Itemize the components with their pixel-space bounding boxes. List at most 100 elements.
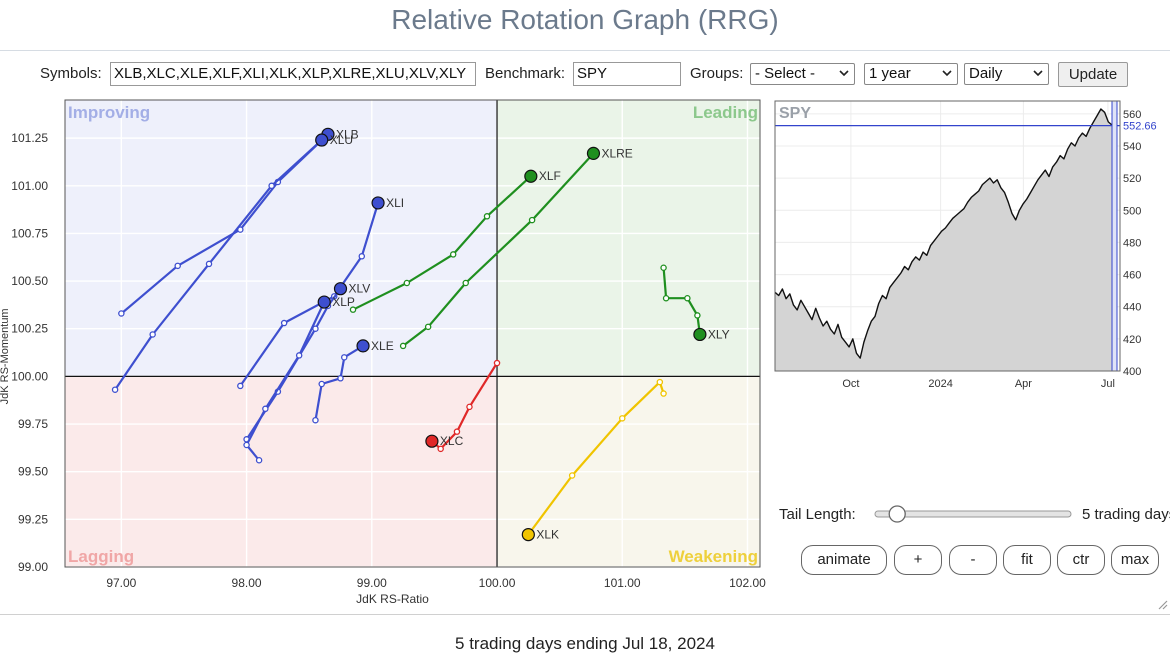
rrg-chart[interactable]: Improving Leading Lagging Weakening 97.00 98.… bbox=[0, 96, 770, 612]
head-xlk bbox=[521, 527, 535, 542]
resize-grip-icon[interactable] bbox=[1156, 598, 1168, 610]
head-xlf bbox=[524, 169, 538, 183]
y-axis-label: JdK RS-Momentum bbox=[0, 308, 11, 404]
series-label-xli: XLI bbox=[386, 196, 404, 210]
y-tick-label: 100.00 bbox=[11, 369, 48, 383]
animate-button[interactable]: animate bbox=[801, 545, 887, 575]
slider-thumb[interactable] bbox=[888, 505, 906, 523]
y-tick-label: 520 bbox=[1123, 173, 1141, 185]
tail-length-label: Tail Length: bbox=[779, 506, 856, 523]
tail-point-xlu bbox=[205, 260, 213, 268]
series-label-xly: XLY bbox=[708, 327, 730, 341]
benchmark-input[interactable]: SPY bbox=[573, 62, 681, 86]
y-tick-label: 99.75 bbox=[18, 417, 48, 431]
y-tick-label: 100.75 bbox=[11, 226, 48, 240]
tail-point-xlc bbox=[466, 403, 473, 411]
benchmark-label: Benchmark: bbox=[485, 65, 566, 82]
tail-point-xlu bbox=[111, 386, 119, 393]
tail-point-xlu bbox=[149, 331, 156, 338]
current-value-label: 552.66 bbox=[1123, 121, 1157, 133]
tail-point-xlc bbox=[453, 428, 461, 435]
x-tick-label: 102.00 bbox=[729, 576, 766, 590]
period-select[interactable]: 1 year bbox=[864, 63, 958, 85]
tail-point-xlu bbox=[268, 182, 275, 190]
y-tick-label: 100.25 bbox=[11, 322, 48, 336]
tail-point-xlk bbox=[660, 390, 667, 397]
tail-point-xle bbox=[312, 416, 319, 424]
tail-length-slider[interactable] bbox=[873, 505, 1073, 523]
update-button[interactable]: Update bbox=[1058, 62, 1128, 87]
symbols-input[interactable]: XLB,XLC,XLE,XLF,XLI,XLK,XLP,XLRE,XLU,XLV… bbox=[110, 62, 476, 86]
head-xlc bbox=[425, 434, 439, 448]
tail-point-xlf bbox=[349, 306, 357, 313]
quadrant-label-improving: Improving bbox=[68, 103, 150, 122]
tail-point-xlp bbox=[295, 352, 303, 359]
period-select-value: 1 year bbox=[869, 65, 911, 82]
benchmark-symbol-label: SPY bbox=[779, 105, 811, 122]
y-tick-label: 560 bbox=[1123, 109, 1141, 121]
plot-frame bbox=[774, 100, 1121, 372]
tail-point-xlf bbox=[483, 213, 491, 220]
y-tick-label: 440 bbox=[1123, 302, 1141, 314]
series-label-xlc: XLC bbox=[440, 434, 464, 448]
max-button[interactable]: max bbox=[1111, 545, 1159, 575]
chevron-down-icon bbox=[942, 70, 952, 77]
y-tick-label: 420 bbox=[1123, 334, 1141, 346]
tail-point-xlre bbox=[462, 279, 469, 287]
x-tick-label: 101.00 bbox=[604, 576, 641, 590]
y-tick-label: 540 bbox=[1123, 141, 1141, 153]
symbols-label: Symbols: bbox=[40, 65, 102, 82]
series-label-xlk: XLK bbox=[536, 528, 559, 542]
tail-point-xlre bbox=[528, 216, 536, 224]
frequency-select[interactable]: Daily bbox=[964, 63, 1049, 85]
head-xle bbox=[356, 339, 370, 353]
y-tick-label: 99.50 bbox=[18, 465, 48, 479]
tail-point-xlp bbox=[243, 441, 250, 449]
head-xlp bbox=[317, 295, 331, 309]
tail-point-xlp bbox=[262, 405, 269, 413]
date-range-marker bbox=[1111, 100, 1118, 372]
quadrant-improving bbox=[65, 100, 498, 377]
tail-point-xle bbox=[337, 375, 344, 382]
zoom-in-button[interactable]: + bbox=[894, 545, 942, 575]
zoom-out-button[interactable]: - bbox=[949, 545, 997, 575]
quadrant-label-weakening: Weakening bbox=[669, 547, 758, 566]
x-tick-label: 100.00 bbox=[479, 576, 516, 590]
chevron-down-icon bbox=[1033, 70, 1043, 77]
footer-divider bbox=[0, 614, 1170, 615]
head-xly bbox=[693, 327, 707, 342]
price-line bbox=[774, 108, 1113, 359]
tail-point-xlb bbox=[118, 310, 125, 317]
series-label-xlp: XLP bbox=[332, 295, 355, 309]
x-tick-label: Apr bbox=[1015, 378, 1032, 390]
tail-point-xle bbox=[341, 354, 348, 361]
tail-point-xli bbox=[280, 319, 288, 327]
tail-point-xly bbox=[662, 294, 670, 302]
tail-point-xlk bbox=[568, 472, 576, 479]
tail-point-xli bbox=[237, 382, 244, 390]
tail-point-xlk bbox=[656, 378, 664, 386]
groups-select[interactable]: - Select - bbox=[750, 63, 855, 85]
center-button[interactable]: ctr bbox=[1057, 545, 1105, 575]
tail-length-value: 5 trading days bbox=[1082, 506, 1170, 523]
x-axis-label: JdK RS-Ratio bbox=[356, 592, 429, 606]
chevron-down-icon bbox=[839, 70, 849, 77]
tail-point-xly bbox=[694, 312, 701, 319]
x-tick-label: 2024 bbox=[928, 378, 952, 390]
y-tick-label: 101.25 bbox=[11, 131, 48, 145]
series-label-xlf: XLF bbox=[539, 169, 561, 183]
quadrant-leading bbox=[497, 100, 760, 377]
series-label-xlv: XLV bbox=[348, 282, 370, 296]
groups-label: Groups: bbox=[690, 65, 744, 82]
fit-button[interactable]: fit bbox=[1003, 545, 1051, 575]
head-xlv bbox=[333, 282, 348, 296]
tail-point-xlre bbox=[424, 323, 432, 331]
x-tick-label: 98.00 bbox=[232, 576, 262, 590]
tail-point-xlf bbox=[403, 279, 411, 287]
slider-track bbox=[874, 510, 1072, 518]
series-label-xle: XLE bbox=[371, 339, 394, 353]
frequency-select-value: Daily bbox=[969, 65, 1003, 82]
x-tick-label: Jul bbox=[1101, 378, 1115, 390]
x-tick-label: 99.00 bbox=[357, 576, 387, 590]
y-tick-label: 460 bbox=[1123, 270, 1141, 282]
